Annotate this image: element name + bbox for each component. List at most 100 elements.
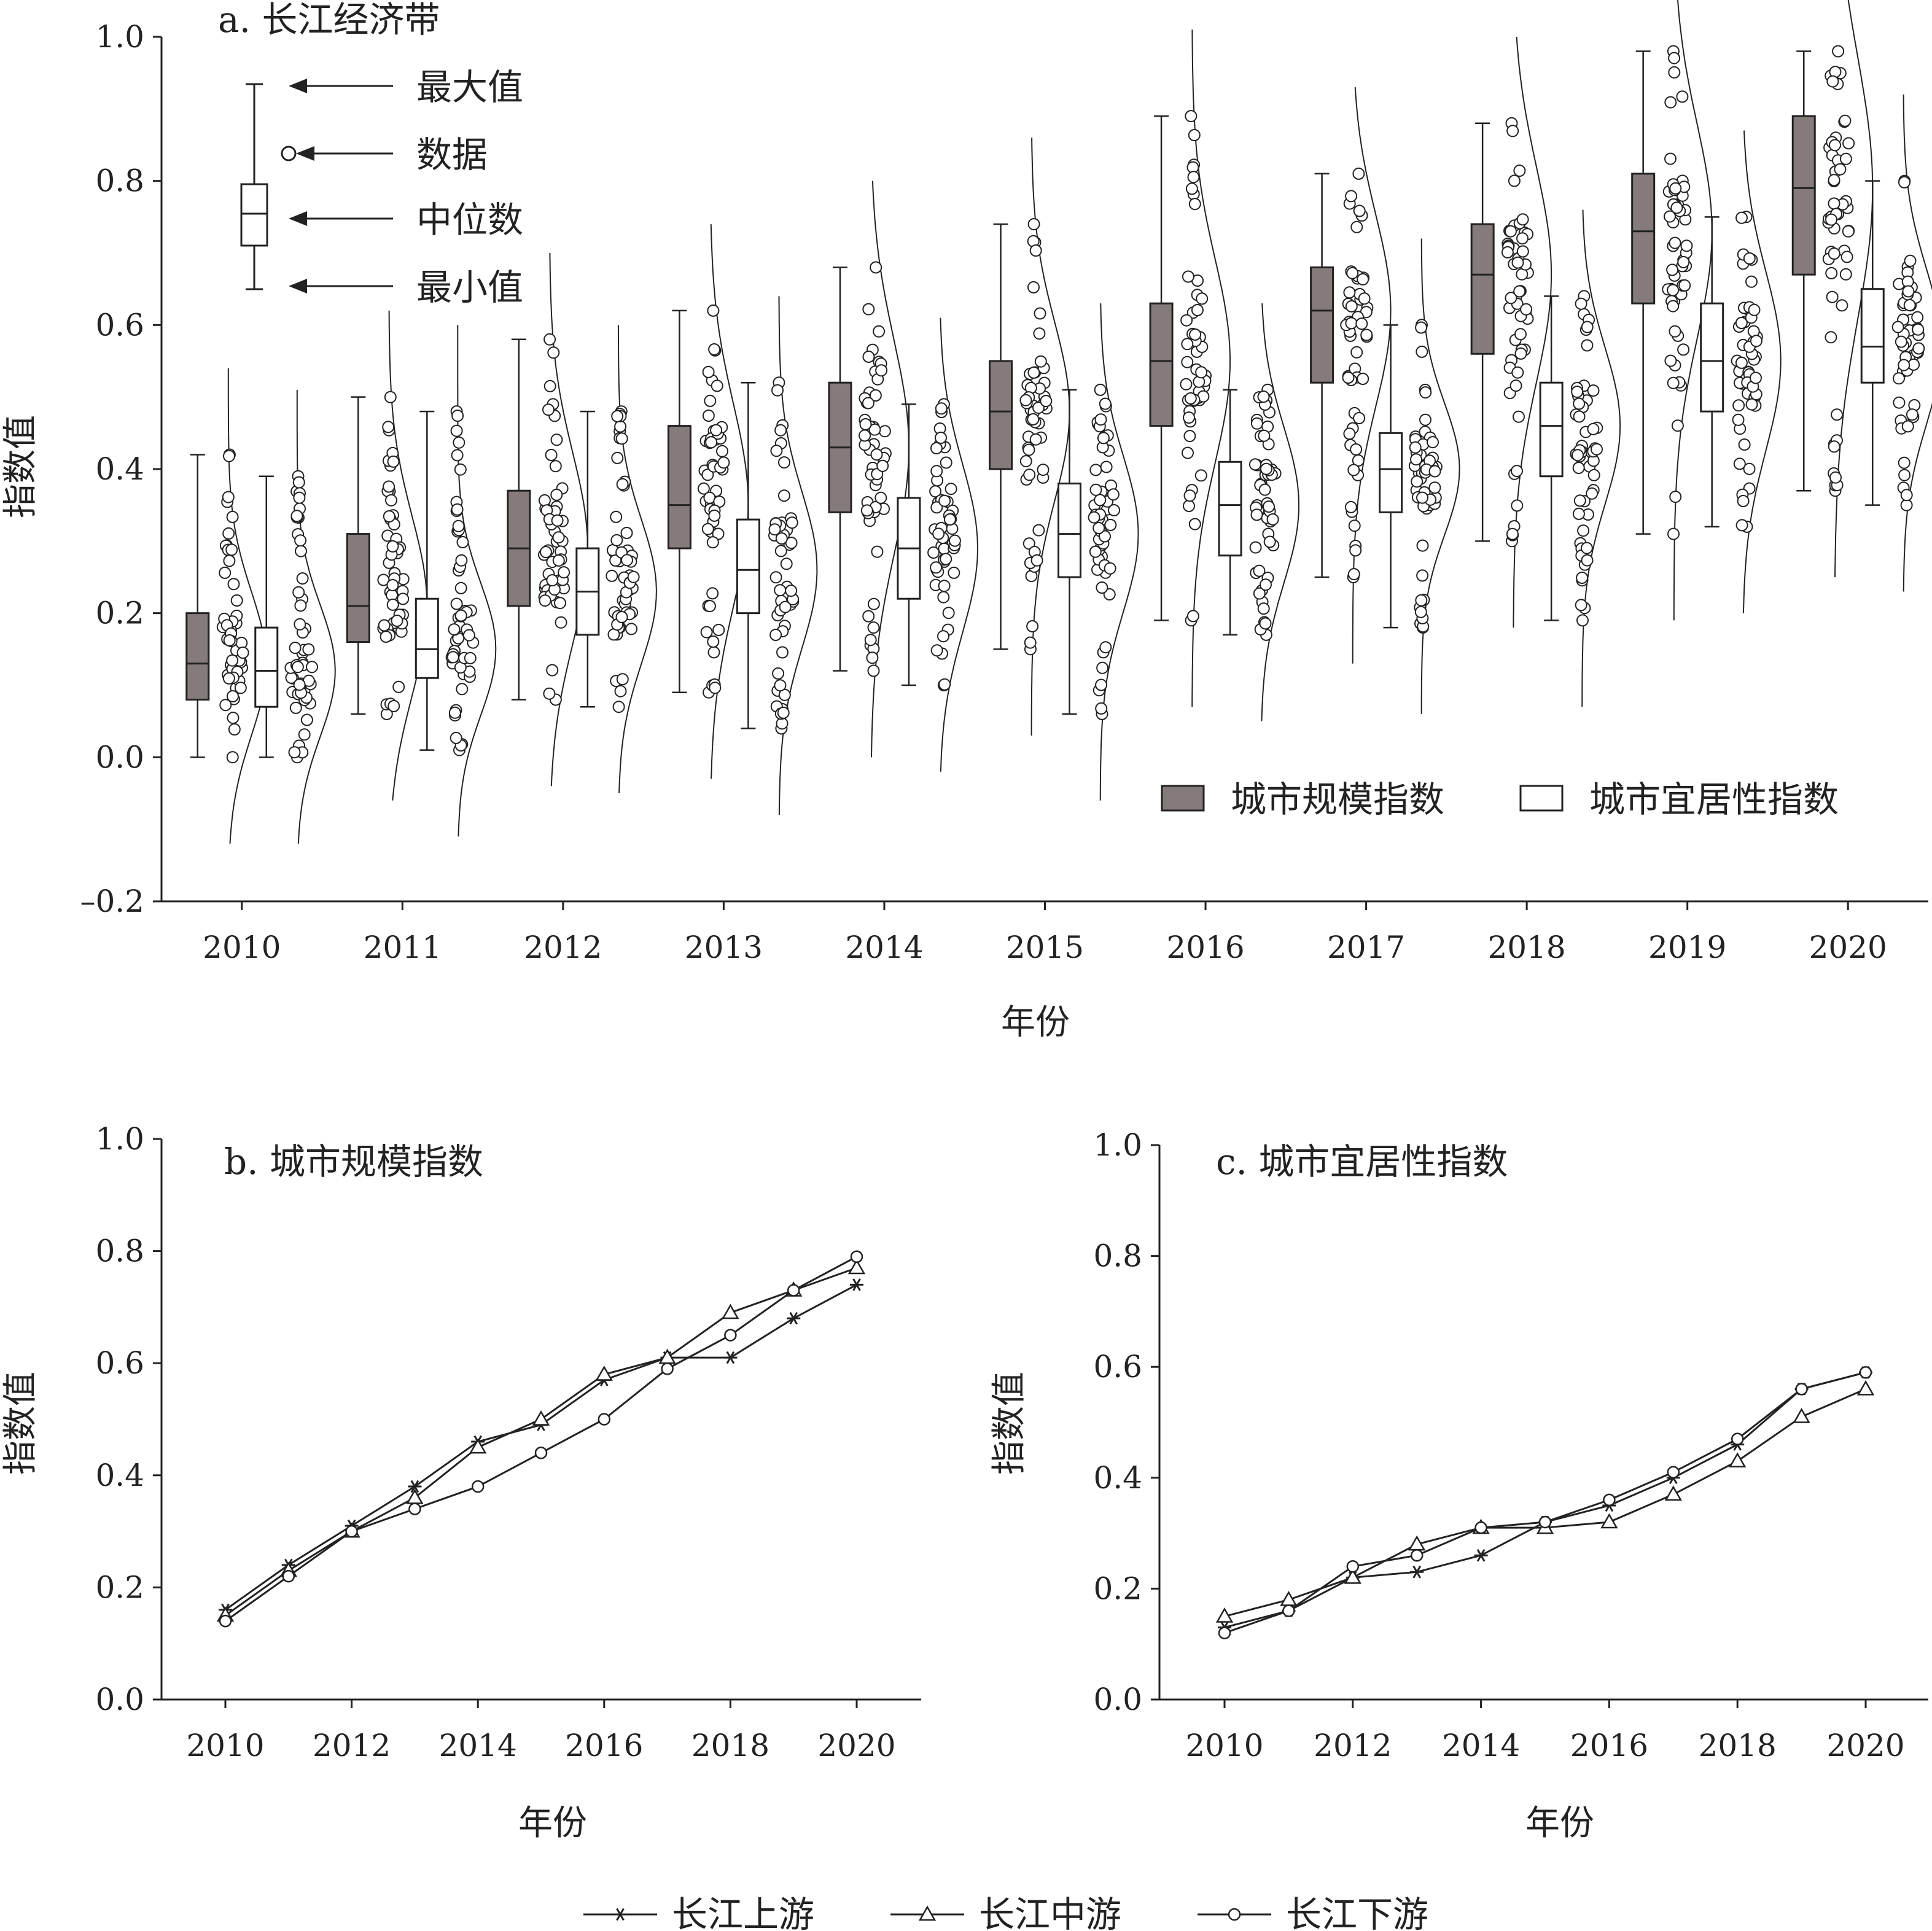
data-point xyxy=(1266,513,1279,526)
data-point xyxy=(1893,372,1905,385)
series-marker-circle xyxy=(1795,1383,1808,1396)
box xyxy=(1379,432,1403,513)
key-arrowhead-median xyxy=(289,211,307,226)
data-point xyxy=(293,491,306,504)
data-point xyxy=(769,571,782,584)
data-point xyxy=(1345,190,1358,203)
data-point xyxy=(385,494,397,507)
data-point xyxy=(867,621,880,634)
y-tick-label: 1.0 xyxy=(95,1121,144,1157)
data-point xyxy=(878,425,891,438)
data-point xyxy=(708,509,721,522)
data-point xyxy=(1516,232,1529,245)
panel-a-title: a. 长江经济带 xyxy=(218,0,440,41)
y-tick-label: 0.8 xyxy=(1093,1238,1142,1274)
data-point xyxy=(1581,554,1594,567)
data-point xyxy=(219,566,232,579)
data-point xyxy=(451,503,464,516)
data-point xyxy=(450,424,463,437)
data-point xyxy=(226,751,239,764)
data-point xyxy=(1195,366,1208,379)
data-point xyxy=(774,545,787,558)
series-marker-circle xyxy=(724,1329,737,1342)
data-point xyxy=(1571,386,1584,398)
data-point xyxy=(785,516,798,529)
violin-curve xyxy=(940,317,978,772)
data-point xyxy=(860,504,873,517)
data-point xyxy=(547,346,560,359)
box xyxy=(1700,302,1724,413)
x-tick-label: 2018 xyxy=(1699,1728,1777,1763)
data-point xyxy=(1828,247,1840,260)
data-point xyxy=(1572,507,1585,520)
data-point xyxy=(709,682,722,694)
data-point xyxy=(1511,465,1523,478)
series-marker-circle xyxy=(1667,1466,1680,1479)
series-marker-circle xyxy=(282,1569,295,1583)
data-point xyxy=(452,519,465,532)
data-point xyxy=(1575,297,1587,310)
data-point xyxy=(938,494,951,507)
series-marker-circle xyxy=(661,1362,674,1375)
data-point xyxy=(1260,578,1272,591)
data-point xyxy=(1912,323,1925,336)
data-point xyxy=(386,598,399,611)
series-marker-triangle xyxy=(1856,1380,1875,1396)
panel-c: 1.00.80.60.40.20.0 2010 2012 2014 2016 2018 2… xyxy=(989,1127,1928,1843)
data-point xyxy=(1666,263,1679,276)
data-point xyxy=(1253,564,1266,577)
legend-label-scale: 城市规模指数 xyxy=(1231,779,1444,820)
y-tick-label: 0.4 xyxy=(95,451,144,487)
series-marker-circle xyxy=(1218,1626,1231,1639)
data-point xyxy=(451,410,464,422)
data-point xyxy=(1355,317,1368,330)
panel-a: 1.00.80.60.40.20.0–0.2 2010 2011 2012 2013 2… xyxy=(1,0,1932,1043)
data-point xyxy=(929,485,942,498)
data-point xyxy=(1194,469,1207,482)
data-point xyxy=(227,712,240,725)
data-point xyxy=(234,682,247,694)
data-point xyxy=(293,678,306,691)
data-point xyxy=(1191,304,1204,316)
data-point xyxy=(222,527,235,540)
y-tick-label: 0.2 xyxy=(1093,1571,1142,1606)
y-tick-label: 0.0 xyxy=(1093,1682,1142,1717)
data-point xyxy=(937,630,949,643)
data-point xyxy=(1024,636,1037,649)
data-point xyxy=(768,523,781,536)
panel-b-y-ticks: 1.0 0.8 0.6 0.4 0.2 0.0 xyxy=(95,1121,162,1717)
data-point xyxy=(771,384,784,397)
panel-a-boxes xyxy=(185,50,1885,758)
legend-swatch-scale xyxy=(1161,785,1205,812)
data-point xyxy=(1667,284,1680,297)
data-point xyxy=(780,558,793,570)
data-point xyxy=(1520,303,1533,316)
data-point xyxy=(1573,397,1586,410)
violin-curve xyxy=(1673,0,1713,621)
data-point xyxy=(620,527,633,539)
y-tick-label: 0.2 xyxy=(95,1569,144,1605)
data-point xyxy=(937,591,950,604)
data-point xyxy=(543,333,556,346)
x-tick-label: 2020 xyxy=(1826,1728,1904,1763)
data-point xyxy=(1350,443,1363,456)
data-point xyxy=(1257,390,1270,403)
data-point xyxy=(1501,246,1514,258)
key-arrowhead-max xyxy=(289,79,307,93)
data-point xyxy=(1581,339,1594,352)
panel-b-y-label: 指数值 xyxy=(1,1372,41,1475)
panel-c-y-ticks: 1.0 0.8 0.6 0.4 0.2 0.0 xyxy=(1093,1127,1159,1717)
data-point xyxy=(1738,438,1751,451)
panel-a-points xyxy=(216,45,1925,764)
data-point xyxy=(1419,413,1431,426)
data-point xyxy=(1094,494,1107,507)
data-point xyxy=(294,618,306,631)
data-point xyxy=(1511,499,1524,512)
x-tick-label: 2020 xyxy=(1809,930,1887,965)
violin-curve xyxy=(1099,303,1139,801)
data-point xyxy=(391,615,403,627)
data-point xyxy=(1514,328,1527,341)
data-point xyxy=(707,635,720,648)
panel-c-x-ticks: 2010 2012 2014 2016 2018 2020 xyxy=(1185,1700,1905,1763)
series-marker-circle xyxy=(1474,1521,1487,1534)
